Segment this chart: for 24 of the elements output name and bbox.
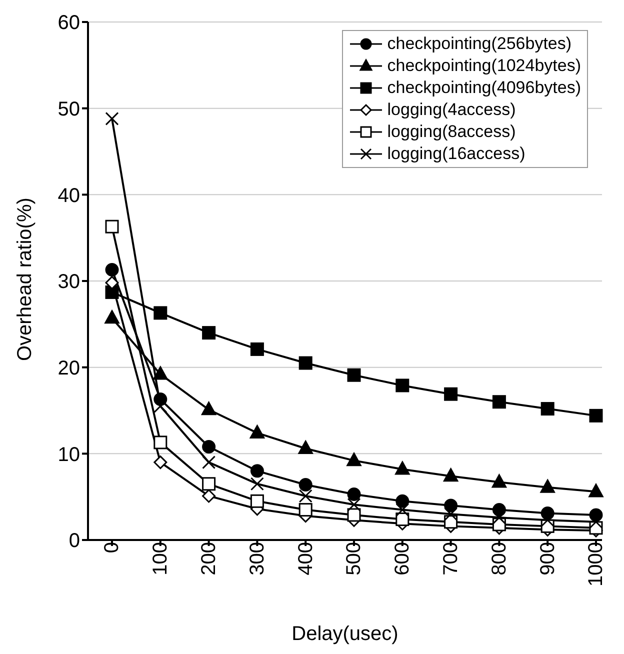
x-tick-label: 900 [536,542,559,576]
legend-label: checkpointing(256bytes) [387,33,572,55]
legend-label: checkpointing(1024bytes) [387,55,581,77]
y-tick-label: 30 [58,271,80,294]
x-tick-label: 400 [294,542,317,576]
y-tick-label: 60 [58,12,80,34]
y-axis-title: Overhead ratio(%) [14,198,36,361]
y-tick-label: 20 [58,357,80,380]
x-axis-title: Delay(usec) [292,623,398,645]
x-tick-label: 1000 [585,542,608,586]
x-tick-label: 800 [488,542,510,576]
x-tick-label: 200 [198,542,220,576]
x-tick-label: 500 [343,542,366,576]
y-tick-label: 40 [58,184,80,207]
x-tick-label: 100 [150,542,172,576]
x-tick-label: 700 [440,542,462,576]
x-tick-label: 300 [246,542,268,576]
legend-label: checkpointing(4096bytes) [387,77,581,99]
legend-label: logging(4access) [387,99,516,121]
y-tick-label: 50 [58,98,80,120]
x-tick-label: 600 [392,542,414,576]
legend-label: logging(8access) [387,121,516,143]
y-tick-label: 10 [58,444,80,466]
legend-label: logging(16access) [387,143,526,165]
